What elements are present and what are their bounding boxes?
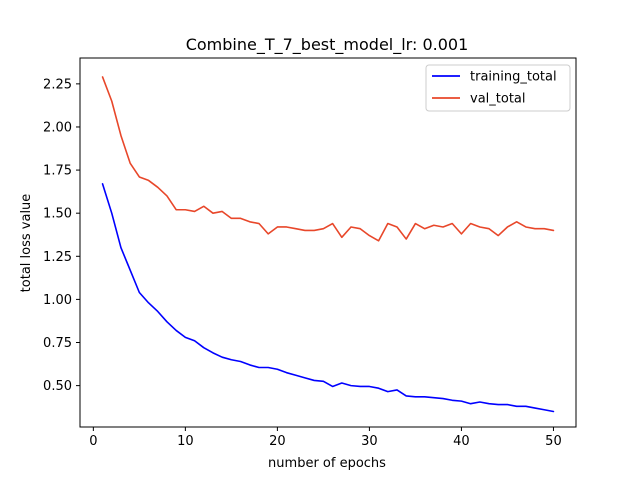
x-axis-label: number of epochs [268, 456, 386, 471]
legend-label: training_total [470, 70, 557, 85]
chart-title: Combine_T_7_best_model_lr: 0.001 [186, 35, 469, 55]
y-axis-ticks: 0.50 0.75 1.00 1.25 1.50 1.75 2.00 2.25 [43, 77, 80, 394]
series-line-training-total [101, 183, 555, 413]
x-tick-label: 10 [177, 434, 194, 449]
x-tick-label: 0 [89, 434, 97, 449]
y-tick-label: 1.50 [43, 207, 72, 222]
y-tick-label: 2.25 [43, 77, 72, 92]
y-tick-label: 1.25 [43, 250, 72, 265]
x-tick-label: 30 [361, 434, 378, 449]
series-line-val-total [101, 76, 555, 242]
y-axis-label: total loss value [19, 194, 34, 293]
plot-lines [101, 76, 555, 413]
y-tick-label: 0.50 [43, 379, 72, 394]
legend-box [425, 64, 571, 112]
x-tick-label: 50 [545, 434, 562, 449]
legend-label: val_total [470, 92, 526, 107]
x-axis-ticks: 0 10 20 30 40 50 [89, 427, 562, 449]
x-tick-label: 40 [453, 434, 470, 449]
legend: training_total val_total [425, 64, 571, 112]
y-tick-label: 1.00 [43, 293, 72, 308]
y-tick-label: 0.75 [43, 336, 72, 351]
y-tick-label: 2.00 [43, 120, 72, 135]
x-tick-label: 20 [269, 434, 286, 449]
axes-frame [79, 57, 577, 428]
y-tick-label: 1.75 [43, 164, 72, 179]
